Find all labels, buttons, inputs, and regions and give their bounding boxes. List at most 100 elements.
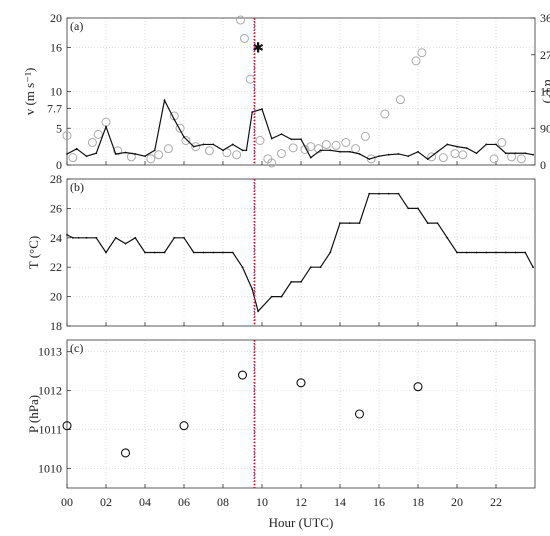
x-tick-label: 14 — [334, 495, 346, 509]
wind-direction-point — [154, 150, 164, 160]
temperature-point — [339, 222, 341, 225]
wind-direction-point — [204, 146, 214, 156]
temperature-point — [387, 192, 390, 195]
temperature-point — [514, 251, 517, 254]
wind-direction-point — [181, 136, 191, 145]
temperature-point — [475, 251, 478, 254]
wind-speed-point — [329, 149, 332, 152]
y-tick-label: 0 — [56, 158, 62, 172]
wind-direction-point — [68, 153, 78, 163]
wind-direction-point — [191, 142, 201, 152]
temperature-point — [348, 222, 351, 225]
wind-direction-point — [277, 149, 286, 159]
y2-tick-label: 90 — [540, 121, 550, 135]
temperature-point — [114, 236, 117, 239]
pressure-point — [413, 382, 423, 392]
temperature-point — [163, 251, 166, 254]
y2-axis-label: α (°) — [542, 80, 550, 104]
wind-direction-point — [427, 152, 437, 162]
panel-a: 0 5 7.7 10 16 20 (a) v (m s⁻¹) 0 90 180 270 360 α (°)… — [22, 11, 550, 172]
wind-speed-point — [66, 153, 68, 155]
y-tick-label: 28 — [50, 172, 62, 186]
temperature-point — [329, 251, 332, 254]
wind-direction-point — [239, 33, 249, 43]
temperature-point — [251, 288, 254, 291]
x-tick-label: 18 — [412, 495, 424, 509]
temperature-line — [66, 193, 534, 313]
y-tick-label: 10 — [50, 85, 62, 99]
wind-speed-point — [407, 155, 410, 158]
wind-speed-point — [212, 143, 215, 146]
wind-speed-point — [114, 153, 117, 155]
wind-speed-line — [66, 98, 534, 160]
wind-direction-point — [417, 48, 427, 58]
grid — [66, 17, 535, 166]
temperature-point — [202, 251, 205, 254]
wind-speed-point — [105, 125, 107, 128]
wind-direction-point — [331, 140, 341, 150]
temperature-point — [257, 310, 259, 313]
pressure-point — [120, 448, 131, 458]
wind-speed-point — [475, 152, 478, 155]
wind-speed-point — [192, 145, 195, 148]
pressure-point — [296, 378, 306, 388]
temperature-point — [71, 236, 74, 239]
y-tick-label: 20 — [50, 290, 62, 304]
y-tick-label: 20 — [50, 11, 62, 25]
temperature-point — [378, 192, 380, 195]
wind-speed-point — [368, 158, 371, 161]
y-tick-label: 26 — [50, 201, 62, 215]
wind-speed-point — [397, 153, 400, 155]
x-tick-label: 12 — [295, 495, 307, 509]
temperature-point — [124, 242, 127, 245]
temperature-point — [436, 222, 439, 225]
wind-speed-point — [309, 156, 312, 159]
temperature-point — [456, 251, 458, 254]
x-tick-label: 16 — [373, 495, 385, 509]
y-tick-label: 1012 — [38, 384, 62, 398]
y-axis-label: v (m s⁻¹) — [22, 68, 37, 116]
wind-speed-point — [524, 152, 527, 155]
wind-direction-point — [314, 144, 324, 154]
wind-speed-point — [532, 153, 534, 156]
wind-direction-point — [507, 152, 517, 162]
wind-speed-point — [348, 150, 351, 153]
wind-direction-point — [341, 138, 351, 148]
y-tick-label: 18 — [50, 319, 62, 333]
x-tick-label: 20 — [451, 495, 463, 509]
wind-speed-point — [387, 153, 390, 156]
wind-speed-point — [290, 138, 293, 141]
wind-speed-point — [417, 150, 419, 153]
temperature-point — [417, 207, 419, 210]
wind-speed-point — [280, 133, 283, 136]
wind-speed-point — [245, 149, 248, 152]
temperature-point — [134, 236, 137, 239]
panel-label: (b) — [70, 180, 84, 194]
wind-direction-point — [380, 109, 390, 119]
y-tick-label: 1011 — [38, 423, 62, 437]
x-tick-label: 04 — [139, 495, 151, 509]
wind-speed-point — [85, 155, 88, 158]
temperature-point — [192, 251, 195, 254]
y-axis-label: P (hPa) — [26, 395, 41, 433]
wind-direction-point — [288, 143, 298, 153]
temperature-point — [495, 251, 497, 254]
wind-direction-point — [87, 138, 97, 148]
wind-direction-series — [62, 15, 526, 168]
temperature-point — [212, 251, 215, 254]
temperature-point — [95, 236, 98, 239]
temperature-point — [144, 251, 146, 254]
wind-speed-point — [163, 99, 166, 102]
x-axis-label: Hour (UTC) — [269, 515, 334, 530]
temperature-point — [85, 236, 88, 239]
wind-speed-point — [465, 147, 468, 149]
wind-direction-point — [450, 149, 460, 159]
wind-speed-point — [251, 111, 254, 113]
wind-speed-point — [495, 143, 497, 146]
wind-speed-point — [134, 153, 137, 155]
temperature-point — [524, 251, 527, 254]
temperature-point — [153, 251, 156, 254]
wind-direction-point — [222, 148, 232, 158]
wind-speed-point — [378, 155, 380, 158]
wind-direction-point — [497, 138, 507, 148]
